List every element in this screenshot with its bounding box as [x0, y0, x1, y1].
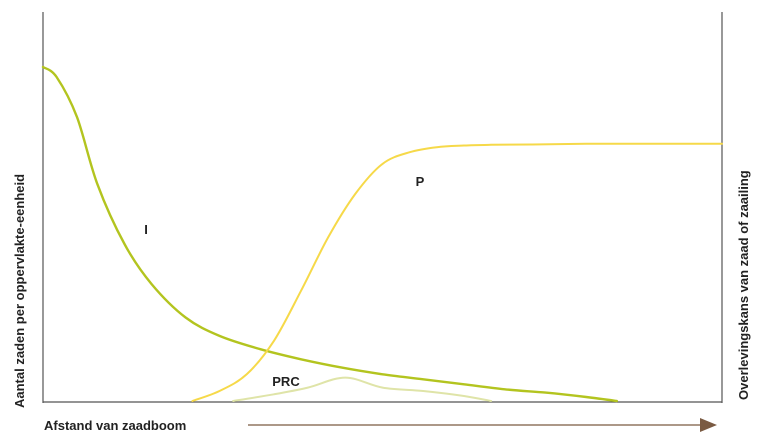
- series-layer: [41, 65, 723, 403]
- axes: [42, 12, 723, 432]
- series-i-line: [41, 65, 618, 403]
- series-p-label: P: [416, 174, 425, 189]
- label-layer: I P PRC: [144, 174, 424, 389]
- right-y-axis-title: Overlevingskans van zaad of zaailing: [736, 170, 751, 400]
- series-p-line: [191, 142, 723, 402]
- x-axis-title: Afstand van zaadboom: [44, 418, 186, 433]
- x-axis-arrowhead: [700, 418, 717, 432]
- left-y-axis-title: Aantal zaden per oppervlakte-eenheid: [12, 174, 27, 408]
- series-prc-label: PRC: [272, 374, 300, 389]
- series-i-label: I: [144, 222, 148, 237]
- series-prc-line: [232, 376, 493, 402]
